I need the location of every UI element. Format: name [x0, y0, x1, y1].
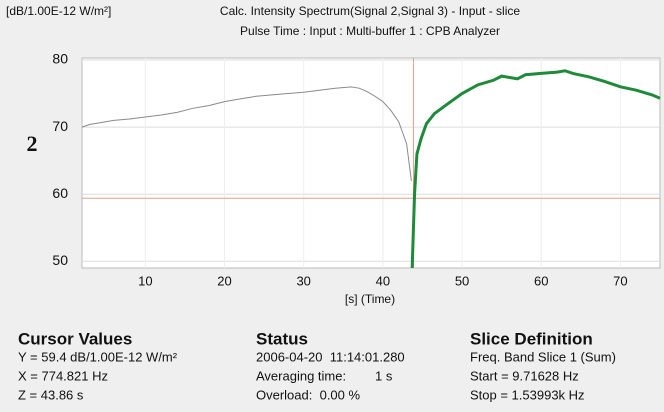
unit-label: [dB/1.00E-12 W/m²]: [6, 4, 111, 18]
panel-line: Averaging time: 1 s: [256, 368, 393, 383]
panel-line: Overload: 0.00 %: [256, 387, 360, 402]
x-tick-label: 30: [296, 273, 310, 288]
panel-line: X = 774.821 Hz: [18, 368, 108, 383]
y-tick-label: 70: [52, 118, 68, 134]
panel-line: Freq. Band Slice 1 (Sum): [470, 349, 616, 364]
series-line: [410, 69, 661, 269]
x-axis-label: [s] (Time): [345, 292, 395, 306]
x-tick-label: 20: [217, 273, 231, 288]
plot-area: [81, 57, 661, 269]
panel-line: Z = 43.86 s: [18, 387, 84, 402]
x-tick-label: 50: [455, 273, 469, 288]
panel-line: 2006-04-20 11:14:01.280: [256, 349, 405, 364]
x-tick-label: 70: [613, 273, 627, 288]
chart-subtitle: Pulse Time : Input : Multi-buffer 1 : CP…: [240, 24, 500, 38]
y-tick-label: 60: [52, 185, 68, 201]
panel-line: Y = 59.4 dB/1.00E-12 W/m²: [18, 349, 178, 364]
y-tick-label: 50: [52, 252, 68, 268]
y-tick-label: 80: [52, 51, 68, 67]
channel-label: 2: [27, 131, 38, 156]
panel-title: Status: [256, 329, 308, 348]
x-tick-label: 60: [534, 273, 548, 288]
panel-line: Stop = 1.53993k Hz: [470, 387, 585, 402]
panel-title: Cursor Values: [18, 329, 132, 348]
panel-title: Slice Definition: [470, 329, 593, 348]
panel-line: Start = 9.71628 Hz: [470, 368, 579, 383]
series-line: [81, 86, 412, 181]
x-tick-label: 10: [138, 273, 152, 288]
chart-title: Calc. Intensity Spectrum(Signal 2,Signal…: [220, 4, 520, 18]
x-tick-label: 40: [376, 273, 390, 288]
